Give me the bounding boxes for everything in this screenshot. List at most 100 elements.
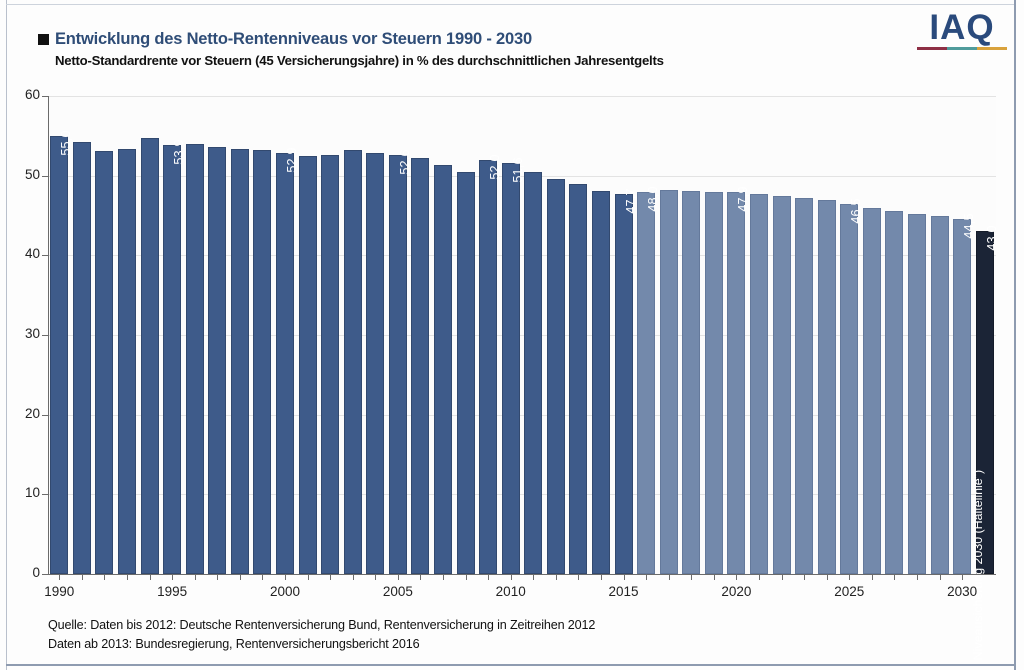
source-line-2: Daten ab 2013: Bundesregierung, Rentenve… (48, 637, 420, 651)
bar-value-label: 46,5 (849, 197, 864, 224)
filled-square-icon (38, 34, 49, 45)
y-axis-line (48, 96, 49, 574)
y-axis-tick-label: 40 (24, 246, 40, 262)
y-axis-tick-label: 10 (24, 485, 40, 501)
x-axis-tick (239, 574, 241, 580)
x-axis-tick-label: 1995 (157, 584, 188, 599)
bar-1996[interactable] (185, 143, 204, 574)
bar-1994[interactable] (140, 138, 159, 574)
bar-2030[interactable]: 44,5 (953, 214, 976, 574)
bar-value-label: 53,9 (172, 138, 187, 165)
x-axis-tick-label: 2025 (834, 584, 865, 599)
bar-2023[interactable] (795, 197, 814, 574)
x-axis-tick (262, 574, 264, 580)
bar-2002[interactable] (321, 154, 340, 574)
x-axis-tick (826, 574, 828, 580)
bar-2004[interactable] (366, 152, 385, 574)
bar-2016[interactable]: 48,0 (637, 186, 660, 574)
x-axis-tick (962, 574, 964, 580)
bar-value-label: 52,9 (284, 146, 299, 173)
x-axis-tick (871, 574, 873, 580)
bar-2001[interactable] (298, 155, 317, 574)
bar-1997[interactable] (208, 147, 227, 574)
title-row: Entwicklung des Netto-Rentenniveaus vor … (38, 30, 918, 49)
bar-Haltelinie[interactable]: 43,0 Niveausicherung 2030 (Haltelinie") (971, 226, 999, 660)
bar-value-label: 48,0 (646, 185, 661, 212)
bar-2018[interactable] (682, 190, 701, 574)
y-axis-tick (42, 255, 48, 257)
y-axis-tick-label: 30 (24, 326, 40, 341)
bar-2006[interactable] (411, 158, 430, 574)
bar-value-label: 43,0 (984, 225, 999, 252)
bar-2012[interactable] (546, 178, 565, 574)
x-axis-tick (443, 574, 444, 580)
bar-2020[interactable]: 47,9 (727, 187, 750, 574)
bar-2007[interactable] (433, 165, 453, 574)
gridline (48, 96, 996, 97)
bar-1990[interactable]: 55,0 (50, 130, 73, 574)
bar-2017[interactable] (659, 190, 678, 574)
bar-2021[interactable] (749, 194, 769, 574)
logo-underline-seg-2 (947, 47, 977, 50)
bar-2009[interactable]: 52,0 (479, 154, 502, 574)
x-axis-tick-label: 2020 (721, 584, 752, 599)
x-axis-tick (804, 574, 806, 580)
x-axis-tick (759, 574, 760, 580)
logo-underline (917, 47, 1007, 50)
bar-2022[interactable] (772, 195, 791, 574)
x-axis-tick-label: 2005 (382, 584, 413, 599)
bar-1998[interactable] (230, 148, 249, 574)
x-axis-tick (646, 574, 648, 580)
bar-1991[interactable] (72, 142, 91, 574)
bar-2011[interactable] (524, 172, 543, 574)
gridline (48, 335, 996, 336)
x-axis-tick (81, 574, 83, 580)
x-axis-tick (465, 574, 467, 580)
source-line-1: Quelle: Daten bis 2012: Deutsche Rentenv… (48, 618, 596, 632)
bar-2005[interactable]: 52,6 (388, 149, 412, 574)
x-axis-tick (939, 574, 941, 580)
bar-2029[interactable] (930, 215, 949, 574)
x-axis-tick (127, 574, 128, 580)
x-axis-tick (894, 574, 896, 580)
bar-2014[interactable] (591, 190, 611, 574)
bar-2024[interactable] (817, 200, 836, 574)
x-axis-tick (510, 574, 512, 580)
bar-2010[interactable]: 51,6 (501, 157, 525, 574)
x-axis-tick (420, 574, 422, 580)
x-axis-tick (330, 574, 332, 580)
x-axis-tick (601, 574, 602, 580)
bar-2019[interactable] (704, 191, 723, 574)
bar-2026[interactable] (862, 207, 881, 574)
x-axis-tick (375, 574, 377, 580)
frame-right-border (1014, 0, 1016, 670)
logo-underline-seg-1 (917, 47, 947, 50)
y-axis-tick (42, 335, 48, 336)
x-axis-tick-label: 2030 (947, 584, 978, 599)
bar-2008[interactable] (456, 171, 475, 574)
bar-2000[interactable]: 52,9 (275, 147, 299, 574)
source-note: Quelle: Daten bis 2012: Deutsche Rentenv… (48, 618, 948, 656)
bar-1995[interactable]: 53,9 (163, 139, 186, 574)
bar-2013[interactable] (569, 184, 588, 574)
x-axis-tick (397, 574, 399, 580)
x-axis-tick (104, 574, 106, 580)
x-axis-tick (533, 574, 535, 580)
bar-2015[interactable]: 47,7 (614, 188, 638, 574)
bar-value-label: 55,0 (59, 130, 74, 156)
frame-top-border (6, 4, 1014, 5)
frame-left-border (6, 0, 7, 670)
bar-2027[interactable] (885, 210, 904, 574)
x-axis-tick (555, 574, 557, 580)
bar-2028[interactable] (907, 213, 927, 574)
gridline (48, 175, 996, 177)
bar-2025[interactable]: 46,5 (840, 198, 863, 574)
bar-2003[interactable] (343, 150, 362, 574)
bar-value-label: 47,7 (623, 188, 638, 214)
bar-1999[interactable] (253, 150, 272, 574)
bar-chart-plot: 55,0 53,9 52,9 52,6 52,0 51,6 47,7 48,0 47,9 46,5… (25, 87, 999, 660)
chart-header: Entwicklung des Netto-Rentenniveaus vor … (38, 30, 918, 68)
bar-1992[interactable] (95, 150, 114, 574)
bar-1993[interactable] (117, 148, 137, 574)
